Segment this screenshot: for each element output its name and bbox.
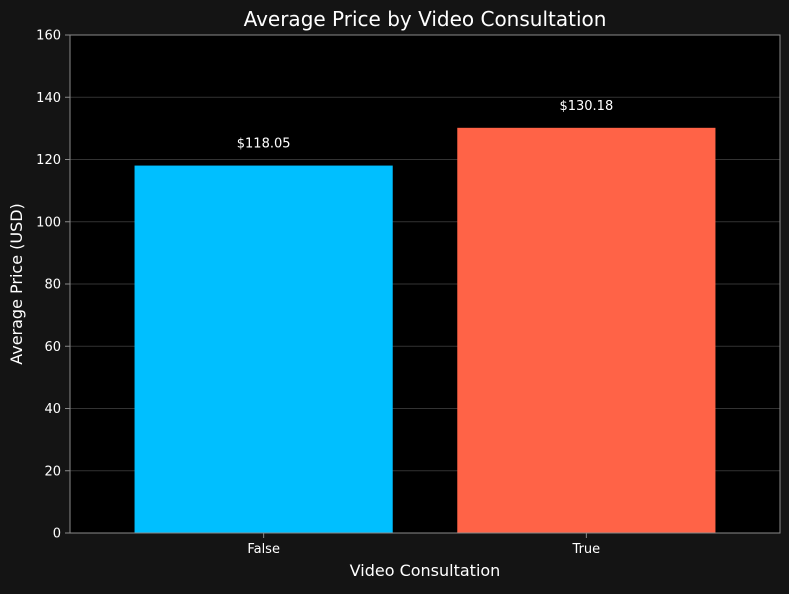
y-tick-label: 20 [44, 464, 61, 479]
y-tick-label: 80 [44, 278, 61, 293]
bar-false [134, 165, 393, 533]
bar-value-label: $130.18 [559, 99, 613, 114]
y-tick-label: 120 [36, 153, 61, 168]
x-axis-ticks: False True [247, 533, 600, 557]
y-tick-label: 0 [53, 527, 61, 542]
bar-value-label: $118.05 [237, 137, 291, 152]
y-axis-ticks: 0 20 40 60 80 100 120 140 160 [36, 29, 70, 542]
bar-true [457, 127, 716, 533]
x-tick-label: True [572, 542, 601, 557]
bars: $118.05 $130.18 [134, 99, 716, 533]
y-tick-label: 60 [44, 340, 61, 355]
y-tick-label: 160 [36, 29, 61, 44]
y-tick-label: 140 [36, 91, 61, 106]
chart-title: Average Price by Video Consultation [244, 7, 607, 31]
x-axis-label: Video Consultation [350, 561, 501, 580]
y-axis-label: Average Price (USD) [7, 203, 26, 365]
x-tick-label: False [247, 542, 280, 557]
y-tick-label: 40 [44, 402, 61, 417]
y-tick-label: 100 [36, 215, 61, 230]
